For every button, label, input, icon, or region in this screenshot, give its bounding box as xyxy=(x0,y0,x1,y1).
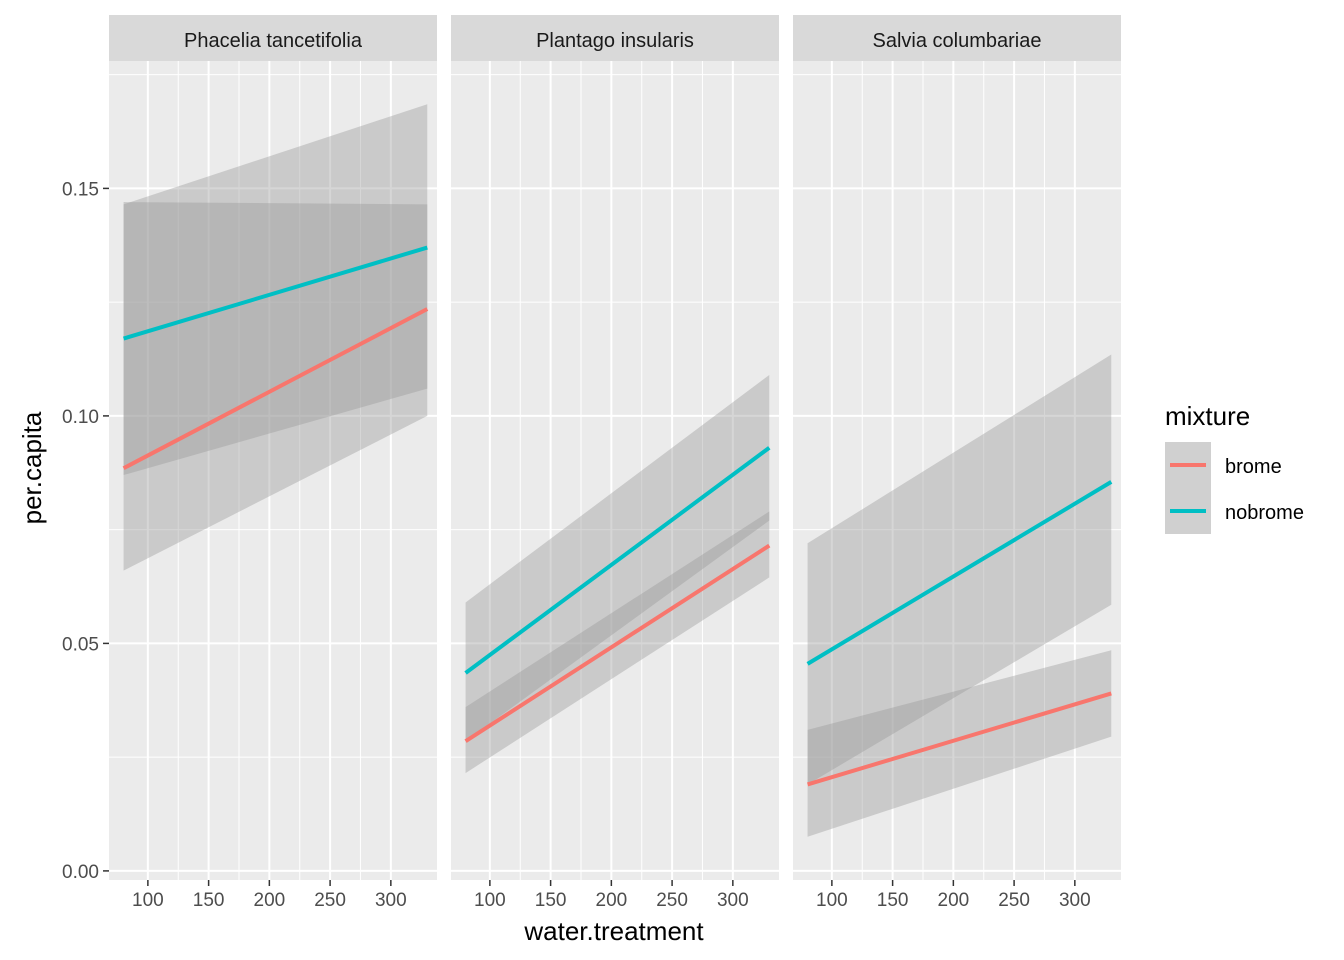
fit-line-nobrome xyxy=(806,480,1113,666)
strip-label: Salvia columbariae xyxy=(873,30,1042,52)
panel-background xyxy=(451,61,779,880)
x-tick-label: 300 xyxy=(375,890,407,911)
strip-background xyxy=(793,15,1121,61)
x-tick-label: 300 xyxy=(1059,890,1091,911)
y-axis-title: per.capita xyxy=(17,411,47,524)
x-tick-label: 250 xyxy=(314,890,346,911)
confidence-band-brome xyxy=(807,650,1112,837)
x-tick-label: 250 xyxy=(998,890,1030,911)
confidence-band-nobrome xyxy=(807,354,1112,785)
x-tick-label: 100 xyxy=(816,890,848,911)
legend: mixture brome nobrome xyxy=(1165,401,1304,534)
legend-label: brome xyxy=(1225,456,1282,478)
y-tick-label: 0.00 xyxy=(62,862,99,883)
legend-item-brome: brome xyxy=(1165,442,1282,488)
panel-plantago-insularis: Plantago insularis 100 150 200 250 300 xyxy=(451,15,779,911)
x-tick-label: 150 xyxy=(535,890,567,911)
legend-title: mixture xyxy=(1165,401,1250,431)
x-tick-label: 100 xyxy=(474,890,506,911)
x-tick-label: 150 xyxy=(193,890,225,911)
legend-items: brome nobrome xyxy=(1165,442,1304,534)
y-tick-label: 0.05 xyxy=(62,634,99,655)
strip-label: Phacelia tancetifolia xyxy=(184,30,363,52)
fit-line-nobrome xyxy=(123,245,428,341)
fit-line-nobrome xyxy=(464,446,771,675)
x-tick-label: 250 xyxy=(656,890,688,911)
panel-background xyxy=(109,61,437,880)
panel-background xyxy=(793,61,1121,880)
y-tick-label: 0.10 xyxy=(62,407,99,428)
panel-salvia-columbariae: Salvia columbariae 100 150 200 250 300 xyxy=(793,15,1121,911)
legend-label: nobrome xyxy=(1225,502,1304,524)
x-tick-label: 200 xyxy=(938,890,970,911)
strip-background xyxy=(109,15,437,61)
fit-line-brome xyxy=(464,543,771,743)
strip-background xyxy=(451,15,779,61)
panel-phacelia-tancetifolia: Phacelia tancetifolia 100 150 200 250 300 xyxy=(109,15,437,911)
y-axis: 0.00 0.05 0.10 0.15 xyxy=(62,179,109,883)
x-tick-label: 300 xyxy=(717,890,749,911)
x-tick-label: 150 xyxy=(877,890,909,911)
y-tick-label: 0.15 xyxy=(62,179,99,200)
legend-item-nobrome: nobrome xyxy=(1165,488,1304,534)
confidence-band-brome xyxy=(123,104,428,571)
x-tick-label: 200 xyxy=(596,890,628,911)
fit-line-brome xyxy=(122,307,429,470)
x-axis-title: water.treatment xyxy=(523,916,704,946)
x-tick-label: 100 xyxy=(132,890,164,911)
strip-label: Plantago insularis xyxy=(536,30,694,52)
fit-line-brome xyxy=(807,691,1112,787)
x-tick-label: 200 xyxy=(254,890,286,911)
